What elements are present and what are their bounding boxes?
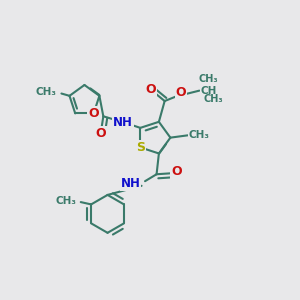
Text: CH: CH xyxy=(200,85,217,96)
Text: CH₃: CH₃ xyxy=(189,130,210,140)
Text: O: O xyxy=(176,86,186,99)
Text: CH₃: CH₃ xyxy=(36,87,57,98)
Text: O: O xyxy=(88,107,99,120)
Text: NH: NH xyxy=(113,116,133,129)
Text: S: S xyxy=(136,141,145,154)
Text: CH₃: CH₃ xyxy=(203,94,223,104)
Text: O: O xyxy=(96,127,106,140)
Text: CH₃: CH₃ xyxy=(55,196,76,206)
Text: O: O xyxy=(146,83,156,96)
Text: O: O xyxy=(171,165,181,178)
Text: NH: NH xyxy=(121,177,140,190)
Text: CH₃: CH₃ xyxy=(199,74,218,84)
